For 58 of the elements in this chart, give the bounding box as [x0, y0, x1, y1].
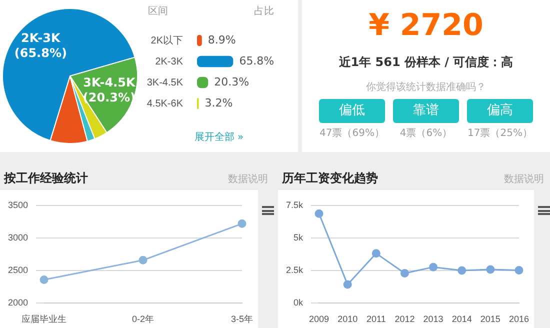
y-tick-label: 2000 — [8, 298, 28, 308]
y-axis-title: 区间 — [148, 5, 168, 18]
y-tick-label: 2K-3K — [155, 56, 184, 68]
x-tick-label: 2011 — [366, 314, 386, 324]
bar — [197, 56, 234, 68]
text: 你觉得该统计数据准确吗？ — [365, 80, 487, 94]
y-tick-label: 5k — [293, 232, 304, 242]
x-tick-label: 2010 — [338, 314, 358, 324]
point — [40, 275, 48, 284]
data-label: 20.3% — [214, 75, 250, 88]
y-tick-label: 3000 — [8, 232, 28, 242]
text: 偏高 — [467, 99, 533, 123]
y-tick-label: 0k — [293, 298, 304, 308]
y-tick-label: 2K以下 — [150, 34, 183, 46]
x-tick-label: 2009 — [308, 314, 330, 324]
y-tick-label: 7.5k — [286, 200, 304, 210]
data-label: 8.9% — [208, 33, 236, 46]
text: 近1年 561 份样本 / 可信度：高 — [338, 54, 514, 71]
point — [400, 268, 409, 278]
point — [372, 249, 380, 258]
data-label: 65.8% — [239, 54, 274, 68]
text: 17票（25%） — [466, 127, 534, 140]
x-tick-label: 应届毕业生 — [22, 314, 67, 324]
y-tick-label: 3500 — [8, 200, 28, 210]
x-tick-label: 2013 — [423, 314, 444, 324]
point — [486, 265, 495, 274]
x-tick-label: 2014 — [452, 314, 472, 324]
text: 占比 — [254, 4, 274, 18]
x-tick-label: 3-5年 — [230, 314, 254, 324]
slice-label: 3K-4.5K — [83, 75, 136, 90]
point — [429, 262, 438, 272]
y-tick-label: 4.5K-6K — [146, 98, 184, 110]
data-label: (65.8%) — [14, 46, 67, 60]
chart-title: 按工作经验统计 — [4, 170, 88, 187]
text: 4票（6%） — [398, 127, 454, 140]
text: ¥ 2720 — [368, 8, 484, 43]
data-label: 3.2% — [204, 96, 233, 110]
chart-title: 历年工资变化趋势 — [282, 170, 378, 187]
point — [138, 256, 148, 264]
text: 靠谱 — [393, 99, 459, 123]
text: 47票（69%） — [318, 127, 386, 140]
text: 数据说明 — [504, 173, 544, 186]
point — [343, 280, 352, 289]
point — [238, 219, 246, 228]
x-tick-label: 2016 — [508, 314, 530, 324]
point — [514, 266, 524, 274]
y-tick-label: 2.5k — [286, 265, 304, 276]
slice-label: 2K-3K — [21, 30, 61, 45]
x-tick-label: 2015 — [480, 314, 500, 324]
text: 数据说明 — [228, 173, 268, 186]
point — [314, 209, 324, 218]
y-tick-label: 2500 — [8, 265, 28, 276]
y-tick-label: 3K-4.5K — [146, 77, 184, 88]
point — [458, 266, 466, 275]
text: 偏低 — [319, 99, 385, 123]
x-tick-label: 0-2年 — [132, 314, 154, 324]
x-tick-label: 2012 — [394, 314, 415, 324]
text: 展开全部 » — [193, 130, 245, 144]
